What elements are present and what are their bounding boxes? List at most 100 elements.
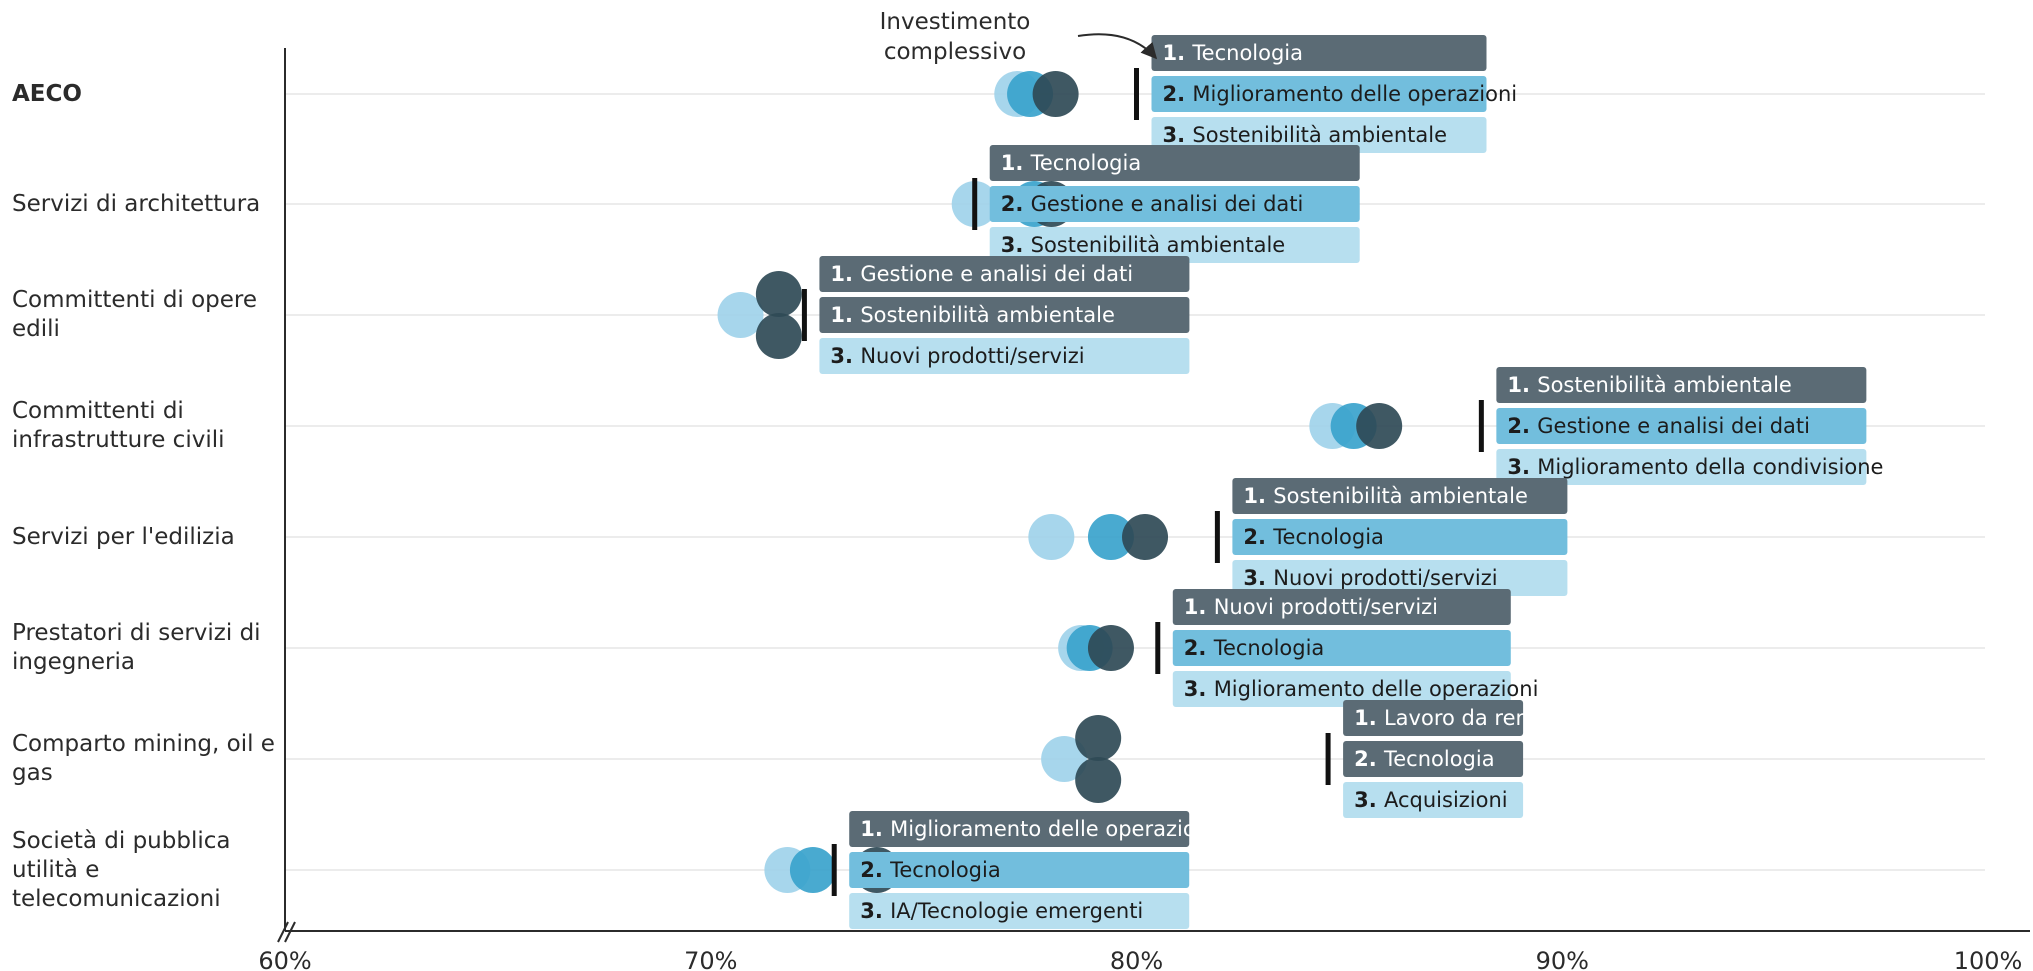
- x-tick-label: 80%: [1110, 947, 1163, 971]
- ranking-box-light: [1496, 449, 1867, 485]
- ranking-number: 2.: [1243, 525, 1273, 549]
- ranking-number: 1.: [860, 817, 890, 841]
- ranking-label: Sostenibilità ambientale: [1031, 233, 1286, 257]
- ranking-item: 3. IA/Tecnologie emergenti: [849, 893, 1190, 929]
- ranking-label: Nuovi prodotti/servizi: [860, 344, 1084, 368]
- ranking-number: 3.: [860, 899, 890, 923]
- category-label: Prestatori di servizi di ingegneria: [12, 620, 261, 675]
- ranking-box-dark: [819, 297, 1190, 333]
- data-dot-mid: [789, 847, 836, 893]
- category-label: Comparto mining, oil e gas: [12, 731, 275, 786]
- ranking-label: Tecnologia: [1383, 747, 1495, 771]
- x-tick-label: 60%: [258, 947, 311, 971]
- ranking-text: 1. Miglioramento delle operazioni: [860, 817, 1215, 841]
- ranking-label: Nuovi prodotti/servizi: [1273, 566, 1497, 590]
- ranking-number: 3.: [830, 344, 860, 368]
- ranking-box-light: [989, 227, 1360, 263]
- ranking-box-light: [1232, 560, 1568, 596]
- ranking-item: 1. Gestione e analisi dei dati: [819, 256, 1190, 292]
- category-label: Committenti di opere edili: [12, 287, 258, 342]
- ranking-text: 1. Nuovi prodotti/servizi: [1184, 595, 1438, 619]
- ranking-text: 1. Sostenibilità ambientale: [1243, 484, 1528, 508]
- overall-investment-markers: [801, 68, 1484, 896]
- ranking-box-light: [819, 338, 1190, 374]
- annotation-line-1: Investimento: [879, 9, 1031, 35]
- ranking-text: 3. Miglioramento delle operazioni: [1184, 677, 1539, 701]
- ranking-item: 3. Miglioramento delle operazioni: [1172, 671, 1539, 707]
- ranking-text: 3. Acquisizioni: [1354, 788, 1508, 812]
- ranking-label: Gestione e analisi dei dati: [1031, 192, 1304, 216]
- ranking-item: 1. Nuovi prodotti/servizi: [1172, 589, 1511, 625]
- ranking-box-light: [1151, 117, 1487, 153]
- ranking-text: 2. Gestione e analisi dei dati: [1001, 192, 1304, 216]
- ranking-item: 1. Miglioramento delle operazioni: [849, 811, 1215, 847]
- annotation-label: Investimento complessivo: [860, 7, 1050, 67]
- ranking-boxes: 1. Tecnologia 2. Miglioramento delle oper…: [819, 35, 1883, 929]
- ranking-item: 2. Tecnologia: [1343, 741, 1524, 777]
- data-dot-dark: [1075, 715, 1122, 761]
- ranking-box-mid: [849, 852, 1190, 888]
- ranking-number: 1.: [830, 303, 860, 327]
- ranking-number: 2.: [1001, 192, 1031, 216]
- ranking-number: 3.: [1001, 233, 1031, 257]
- data-dot-dark: [1356, 403, 1403, 449]
- ranking-text: 3. Sostenibilità ambientale: [1001, 233, 1286, 257]
- ranking-box-light: [849, 893, 1190, 929]
- annotation-line-2: complessivo: [883, 39, 1027, 65]
- ranking-text: 1. Sostenibilità ambientale: [830, 303, 1115, 327]
- ranking-item: 3. Nuovi prodotti/servizi: [1232, 560, 1568, 596]
- ranking-text: 3. Nuovi prodotti/servizi: [1243, 566, 1497, 590]
- ranking-text: 1. Gestione e analisi dei dati: [830, 262, 1133, 286]
- ranking-box-mid: [1172, 630, 1511, 666]
- ranking-item: 2. Gestione e analisi dei dati: [1496, 408, 1867, 444]
- data-dot-light: [1028, 514, 1075, 560]
- ranking-number: 2.: [1507, 414, 1537, 438]
- ranking-item: 1. Lavoro da remoto: [1343, 700, 1570, 736]
- ranking-number: 1.: [1354, 706, 1384, 730]
- ranking-label: Tecnologia: [889, 858, 1001, 882]
- ranking-label: Miglioramento della condivisione: [1537, 455, 1883, 479]
- ranking-box-dark: [1343, 700, 1524, 736]
- ranking-box-mid: [1232, 519, 1568, 555]
- ranking-text: 2. Miglioramento delle operazioni: [1163, 82, 1518, 106]
- ranking-item: 2. Gestione e analisi dei dati: [989, 186, 1360, 222]
- axis-break-mark: [277, 921, 296, 943]
- ranking-number: 1.: [1001, 151, 1031, 175]
- ranking-box-mid: [1496, 408, 1867, 444]
- ranking-label: Tecnologia: [1213, 636, 1325, 660]
- ranking-item: 3. Sostenibilità ambientale: [1151, 117, 1487, 153]
- category-label: Servizi di architettura: [12, 190, 261, 217]
- ranking-item: 2. Miglioramento delle operazioni: [1151, 76, 1518, 112]
- ranking-number: 1.: [1184, 595, 1214, 619]
- category-label: Committenti di infrastrutture civili: [12, 398, 225, 453]
- ranking-text: 1. Sostenibilità ambientale: [1507, 373, 1792, 397]
- ranking-item: 1. Tecnologia: [989, 145, 1360, 181]
- x-axis: 60% 70% 80% 90% 100%: [258, 48, 2030, 971]
- data-dot-dark: [755, 271, 802, 317]
- ranking-label: Sostenibilità ambientale: [1192, 123, 1447, 147]
- ranking-number: 3.: [1163, 123, 1193, 147]
- ranking-label: IA/Tecnologie emergenti: [890, 899, 1143, 923]
- x-tick-label: 70%: [684, 947, 737, 971]
- ranking-number: 2.: [1163, 82, 1193, 106]
- ranking-text: 1. Lavoro da remoto: [1354, 706, 1570, 730]
- ranking-item: 1. Tecnologia: [1151, 35, 1487, 71]
- ranking-number: 3.: [1354, 788, 1384, 812]
- ranking-box-light: [1343, 782, 1524, 818]
- ranking-box-mid: [1151, 76, 1487, 112]
- ranking-box-dark: [1172, 589, 1511, 625]
- ranking-item: 1. Sostenibilità ambientale: [1232, 478, 1568, 514]
- ranking-box-dark: [1232, 478, 1568, 514]
- ranking-item: 3. Nuovi prodotti/servizi: [819, 338, 1190, 374]
- ranking-text: 3. IA/Tecnologie emergenti: [860, 899, 1143, 923]
- data-dot-light: [717, 292, 764, 338]
- annotation-arrow: [1077, 33, 1158, 60]
- ranking-item: 3. Miglioramento della condivisione: [1496, 449, 1883, 485]
- data-dot-dark: [755, 313, 802, 359]
- ranking-label: Sostenibilità ambientale: [1537, 373, 1792, 397]
- ranking-number: 3.: [1507, 455, 1537, 479]
- ranking-label: Sostenibilità ambientale: [860, 303, 1115, 327]
- ranking-number: 3.: [1243, 566, 1273, 590]
- category-label: Servizi per l'edilizia: [12, 523, 235, 550]
- data-dot-mid: [1087, 514, 1134, 560]
